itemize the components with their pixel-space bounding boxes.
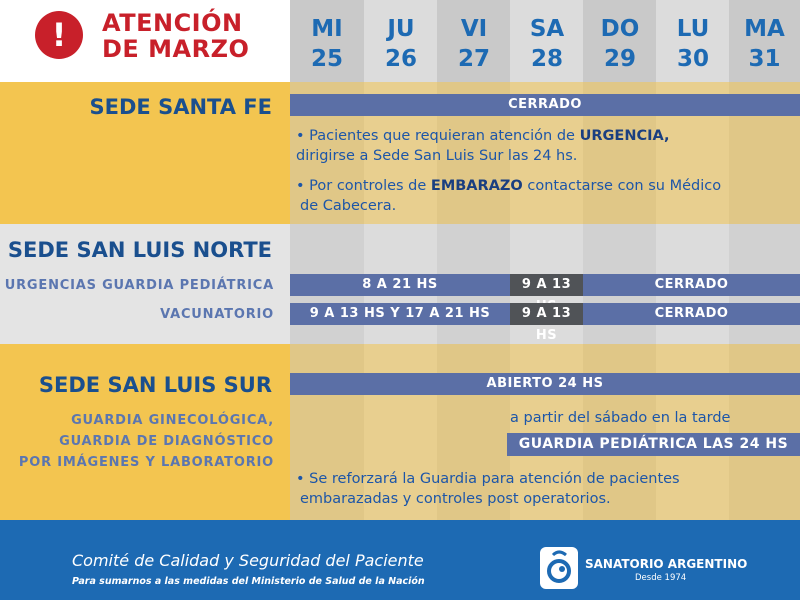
from-saturday-text: a partir del sábado en la tarde [510, 410, 731, 426]
title-line-1: ATENCIÓN [102, 9, 243, 37]
sanatorio-logo-icon [540, 547, 578, 589]
san-luis-norte-panel [0, 224, 290, 344]
day-header-ma: MA 31 [744, 16, 785, 72]
santa-fe-note-urgencia: • Pacientes que requieran atención de UR… [296, 128, 670, 164]
san-luis-sur-title: SEDE SAN LUIS SUR [38, 373, 272, 397]
day-header-ju: JU 26 [384, 16, 417, 72]
footer-committee: Comité de Calidad y Seguridad del Pacien… [72, 551, 424, 570]
santa-fe-note-embarazo: • Por controles de EMBARAZO contactarse … [296, 178, 722, 214]
san-luis-sur-status-bar: ABIERTO 24 HS [290, 373, 800, 395]
vacunatorio-label: VACUNATORIO [160, 307, 274, 322]
santa-fe-title: SEDE SANTA FE [89, 95, 272, 119]
urgencias-weekday-hours: 8 A 21 HS [290, 274, 510, 296]
urgencias-pediatrica-label: URGENCIAS GUARDIA PEDIÁTRICA [4, 278, 274, 293]
alert-icon: ! [35, 11, 83, 59]
san-luis-sur-panel [0, 344, 290, 520]
pediatric-24h-bar: GUARDIA PEDIÁTRICA LAS 24 HS [507, 433, 800, 456]
sanatorio-name: SANATORIO ARGENTINO [585, 557, 748, 571]
urgencias-saturday-hours: 9 A 13 HS [510, 274, 583, 314]
page-title: ATENCIÓN DE MARZO [102, 10, 249, 62]
footer-ministry-note: Para sumarnos a las medidas del Minister… [72, 576, 425, 587]
day-header-sa: SA 28 [529, 16, 565, 72]
day-header-do: DO 29 [600, 16, 640, 72]
day-header-lu: LU 30 [676, 16, 710, 72]
santa-fe-panel [0, 82, 290, 224]
san-luis-norte-title: SEDE SAN LUIS NORTE [7, 238, 272, 262]
urgencias-closed: CERRADO [583, 274, 800, 296]
day-header-vi: VI 27 [457, 16, 490, 72]
vacunatorio-saturday-hours: 9 A 13 HS [510, 303, 583, 343]
sanatorio-since: Desde 1974 [635, 573, 687, 583]
san-luis-sur-services-label: GUARDIA GINECOLÓGICA, GUARDIA DE DIAGNÓS… [18, 413, 274, 470]
title-line-2: DE MARZO [102, 35, 250, 63]
vacunatorio-closed: CERRADO [583, 303, 800, 325]
footer [0, 520, 800, 600]
vacunatorio-weekday-hours: 9 A 13 HS Y 17 A 21 HS [290, 303, 510, 325]
san-luis-sur-note: • Se reforzará la Guardia para atención … [296, 471, 680, 507]
day-header-mi: MI 25 [310, 16, 343, 72]
santa-fe-status-bar: CERRADO [290, 94, 800, 116]
